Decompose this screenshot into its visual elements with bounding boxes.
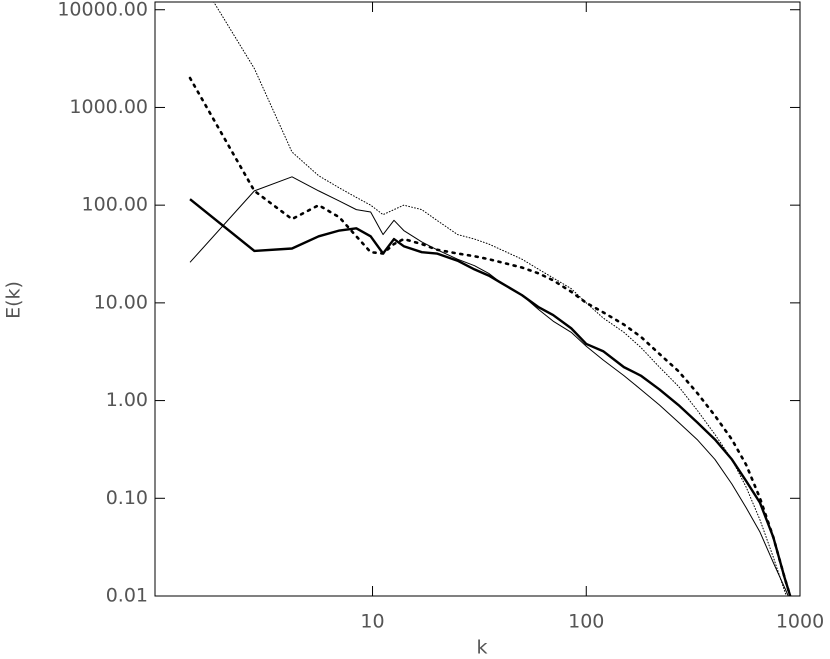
series-line bbox=[189, 176, 789, 596]
y-tick-label: 1000.00 bbox=[69, 96, 148, 118]
series-line bbox=[189, 198, 792, 596]
x-tick-label: 100 bbox=[568, 611, 604, 633]
series-line bbox=[188, 76, 792, 596]
y-tick-label: 100.00 bbox=[82, 194, 148, 216]
x-axis-label: k bbox=[476, 637, 487, 659]
plot-frame bbox=[154, 1, 801, 597]
y-tick-label: 0.10 bbox=[106, 487, 148, 509]
plot-lines bbox=[188, 2, 792, 596]
series-line bbox=[213, 2, 788, 596]
x-tick-label: 1000 bbox=[776, 611, 824, 633]
y-tick-label: 1.00 bbox=[106, 389, 148, 411]
y-axis-label: E(k) bbox=[3, 281, 25, 319]
y-tick-label: 10.00 bbox=[94, 291, 148, 313]
y-tick-label: 0.01 bbox=[106, 585, 148, 607]
y-tick-label: 10000.00 bbox=[57, 0, 148, 20]
x-tick-label: 10 bbox=[360, 611, 384, 633]
